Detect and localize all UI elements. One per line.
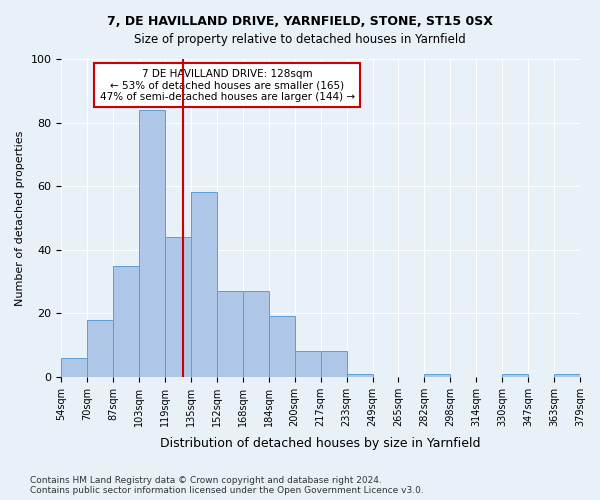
Text: Contains HM Land Registry data © Crown copyright and database right 2024.: Contains HM Land Registry data © Crown c…: [30, 476, 382, 485]
Bar: [61, 358, 87, 377]
Bar: [347, 374, 373, 377]
Text: Contains public sector information licensed under the Open Government Licence v3: Contains public sector information licen…: [30, 486, 424, 495]
Bar: [87, 320, 113, 377]
Text: Size of property relative to detached houses in Yarnfield: Size of property relative to detached ho…: [134, 32, 466, 46]
X-axis label: Distribution of detached houses by size in Yarnfield: Distribution of detached houses by size …: [160, 437, 481, 450]
Text: 7, DE HAVILLAND DRIVE, YARNFIELD, STONE, ST15 0SX: 7, DE HAVILLAND DRIVE, YARNFIELD, STONE,…: [107, 15, 493, 28]
Bar: [320, 352, 347, 377]
Bar: [243, 291, 269, 377]
Text: 7 DE HAVILLAND DRIVE: 128sqm
← 53% of detached houses are smaller (165)
47% of s: 7 DE HAVILLAND DRIVE: 128sqm ← 53% of de…: [100, 68, 355, 102]
Bar: [269, 316, 295, 377]
Bar: [139, 110, 165, 377]
Y-axis label: Number of detached properties: Number of detached properties: [15, 130, 25, 306]
Bar: [165, 237, 191, 377]
Bar: [191, 192, 217, 377]
Bar: [424, 374, 451, 377]
Bar: [113, 266, 139, 377]
Bar: [502, 374, 528, 377]
Bar: [554, 374, 580, 377]
Bar: [217, 291, 243, 377]
Bar: [295, 352, 320, 377]
